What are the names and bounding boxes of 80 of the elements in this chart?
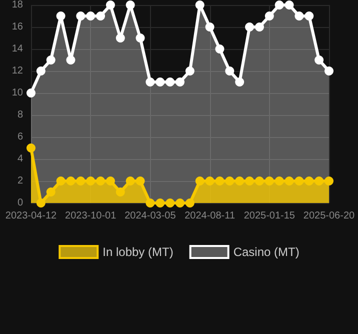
point xyxy=(314,176,324,186)
point xyxy=(284,176,294,186)
y-tick-label: 18 xyxy=(12,0,24,10)
point xyxy=(36,66,46,76)
point xyxy=(176,198,184,208)
point xyxy=(136,176,145,186)
point xyxy=(156,78,165,86)
point xyxy=(195,0,204,10)
point xyxy=(254,22,264,32)
point xyxy=(195,176,204,186)
point xyxy=(56,176,66,186)
legend-label: Casino (MT) xyxy=(233,245,300,259)
y-tick-label: 8 xyxy=(17,110,24,120)
point xyxy=(274,176,284,186)
point xyxy=(185,66,194,76)
x-tick-label: 2023-10-01 xyxy=(65,210,117,222)
point xyxy=(294,176,304,186)
y-tick-label: 12 xyxy=(12,66,24,76)
point xyxy=(26,144,36,152)
point xyxy=(235,78,244,86)
point xyxy=(86,12,96,20)
point xyxy=(66,56,76,64)
x-tick-label: 2024-08-11 xyxy=(184,210,236,222)
point xyxy=(166,198,175,208)
point xyxy=(116,188,125,196)
point xyxy=(215,44,224,54)
point xyxy=(185,198,194,208)
point xyxy=(96,176,106,186)
point xyxy=(126,0,135,10)
point xyxy=(46,188,56,196)
point xyxy=(106,0,115,10)
point xyxy=(106,176,115,186)
point xyxy=(36,198,46,208)
point xyxy=(225,176,234,186)
point xyxy=(136,34,145,42)
y-tick-label: 14 xyxy=(12,44,24,54)
x-tick-label: 2024-03-05 xyxy=(124,210,176,222)
point xyxy=(205,176,214,186)
y-tick-label: 6 xyxy=(17,132,24,142)
point xyxy=(146,198,155,208)
point xyxy=(46,56,56,64)
x-tick-label: 2023-04-12 xyxy=(5,210,58,222)
x-tick-label: 2025-06-20 xyxy=(303,210,356,222)
point xyxy=(116,34,125,42)
point xyxy=(245,176,254,186)
point xyxy=(66,176,76,186)
point xyxy=(156,198,165,208)
point xyxy=(26,88,36,98)
point xyxy=(126,176,135,186)
point xyxy=(264,176,274,186)
y-tick-label: 10 xyxy=(12,88,24,98)
y-tick-label: 16 xyxy=(12,22,24,32)
point xyxy=(76,176,86,186)
point xyxy=(146,78,155,86)
point xyxy=(235,176,244,186)
point xyxy=(76,12,86,20)
point xyxy=(225,66,234,76)
point xyxy=(176,78,184,86)
point xyxy=(254,176,264,186)
point xyxy=(56,12,66,20)
y-tick-label: 0 xyxy=(17,198,24,208)
y-tick-label: 4 xyxy=(17,154,24,164)
legend-label: In lobby (MT) xyxy=(102,245,174,259)
point xyxy=(274,0,284,10)
point xyxy=(205,22,214,32)
point xyxy=(324,66,334,76)
point xyxy=(215,176,224,186)
point xyxy=(314,56,324,64)
y-tick-label: 2 xyxy=(17,176,24,186)
point xyxy=(304,176,314,186)
point xyxy=(304,12,314,20)
point xyxy=(86,176,96,186)
point xyxy=(166,78,175,86)
point xyxy=(324,176,334,186)
point xyxy=(284,0,294,10)
point xyxy=(264,12,274,20)
point xyxy=(245,22,254,32)
point xyxy=(294,12,304,20)
x-tick-label: 2025-01-15 xyxy=(244,210,296,222)
point xyxy=(96,12,106,20)
